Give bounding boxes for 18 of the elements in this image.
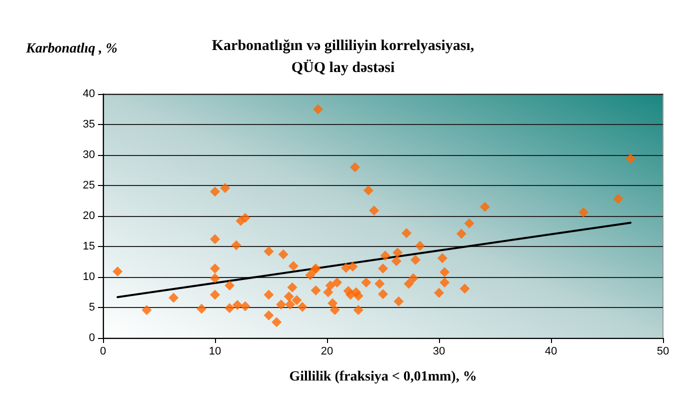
chart-title: Karbonatlığın və gilliliyin korrelyasiyası, QÜQ lay dəstəsi: [212, 38, 474, 76]
x-tick-label: 40: [544, 346, 558, 358]
y-tick-label: 40: [82, 88, 95, 100]
y-tick-label: 20: [82, 210, 95, 222]
y-axis-title: Karbonatlıq , %: [25, 42, 118, 56]
y-tick-label: 25: [82, 180, 95, 192]
x-axis-title: Gillilik (fraksiya < 0,01mm), %: [289, 370, 477, 384]
x-tick-label: 20: [320, 346, 334, 358]
x-tick-label: 50: [656, 346, 670, 358]
x-tick-label: 0: [100, 346, 106, 358]
y-tick-label: 10: [82, 271, 95, 283]
y-tick-label: 15: [82, 240, 95, 252]
x-tick-label: 10: [208, 346, 222, 358]
y-tick-label: 35: [82, 118, 95, 130]
y-tick-label: 30: [82, 149, 95, 161]
y-tick-label: 0: [88, 332, 95, 344]
x-tick-label: 30: [432, 346, 446, 358]
y-tick-label: 5: [88, 302, 95, 314]
